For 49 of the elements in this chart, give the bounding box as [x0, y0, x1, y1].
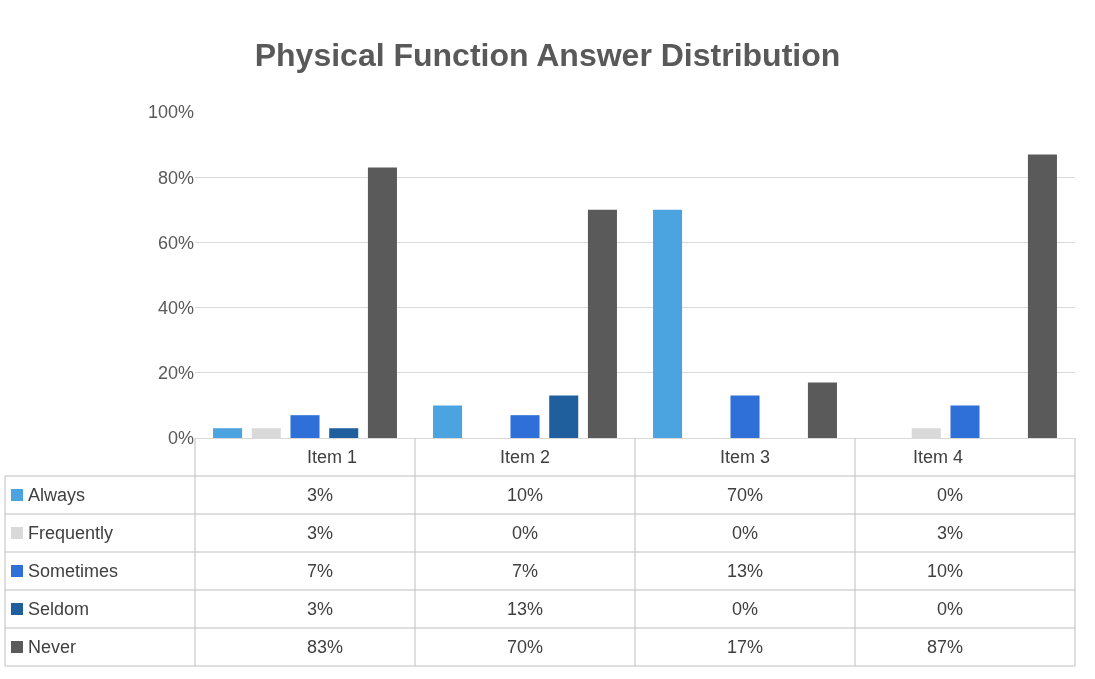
bar — [587, 209, 617, 438]
text: 13% — [727, 561, 764, 581]
x-tick-label: Item 1 — [307, 447, 358, 467]
text: 3% — [307, 485, 334, 505]
text: 10% — [507, 485, 544, 505]
legend-label: Sometimes — [28, 561, 119, 581]
y-tick-label: 100% — [147, 102, 194, 123]
text: 83% — [307, 637, 344, 657]
text: 70% — [727, 485, 764, 505]
bar — [730, 395, 760, 438]
y-tick-label: 0% — [167, 428, 194, 449]
bar — [1027, 154, 1057, 438]
legend-label: Frequently — [28, 523, 114, 543]
text: 3% — [307, 523, 334, 543]
chart-title: Physical Function Answer Distribution — [254, 37, 841, 74]
bar — [433, 405, 463, 438]
text: 70% — [507, 637, 544, 657]
text: 17% — [727, 637, 764, 657]
y-tick-label: 60% — [157, 232, 194, 253]
text: 0% — [732, 523, 759, 543]
text: 13% — [507, 599, 544, 619]
legend-label: Seldom — [28, 599, 90, 619]
text: 0% — [732, 599, 759, 619]
x-tick-label: Item 2 — [500, 447, 551, 467]
bar — [329, 428, 359, 438]
bar — [367, 167, 397, 438]
x-tick-label: Item 3 — [720, 447, 771, 467]
y-tick-label: 40% — [157, 297, 194, 318]
bar — [807, 382, 837, 438]
text: 0% — [937, 485, 964, 505]
legend-label: Never — [28, 637, 77, 657]
legend-label: Always — [28, 485, 86, 505]
bar — [510, 415, 540, 438]
text: 3% — [937, 523, 964, 543]
text: 0% — [937, 599, 964, 619]
bar — [213, 428, 243, 438]
bar — [653, 209, 683, 438]
text: 87% — [927, 637, 964, 657]
bar — [290, 415, 320, 438]
text: 0% — [512, 523, 539, 543]
text: 3% — [307, 599, 334, 619]
y-tick-label: 20% — [157, 363, 194, 384]
x-tick-label: Item 4 — [913, 447, 964, 467]
bar — [950, 405, 980, 438]
text: 10% — [927, 561, 964, 581]
y-tick-label: 80% — [157, 167, 194, 188]
text: 7% — [512, 561, 539, 581]
text: 7% — [307, 561, 334, 581]
bar — [549, 395, 579, 438]
